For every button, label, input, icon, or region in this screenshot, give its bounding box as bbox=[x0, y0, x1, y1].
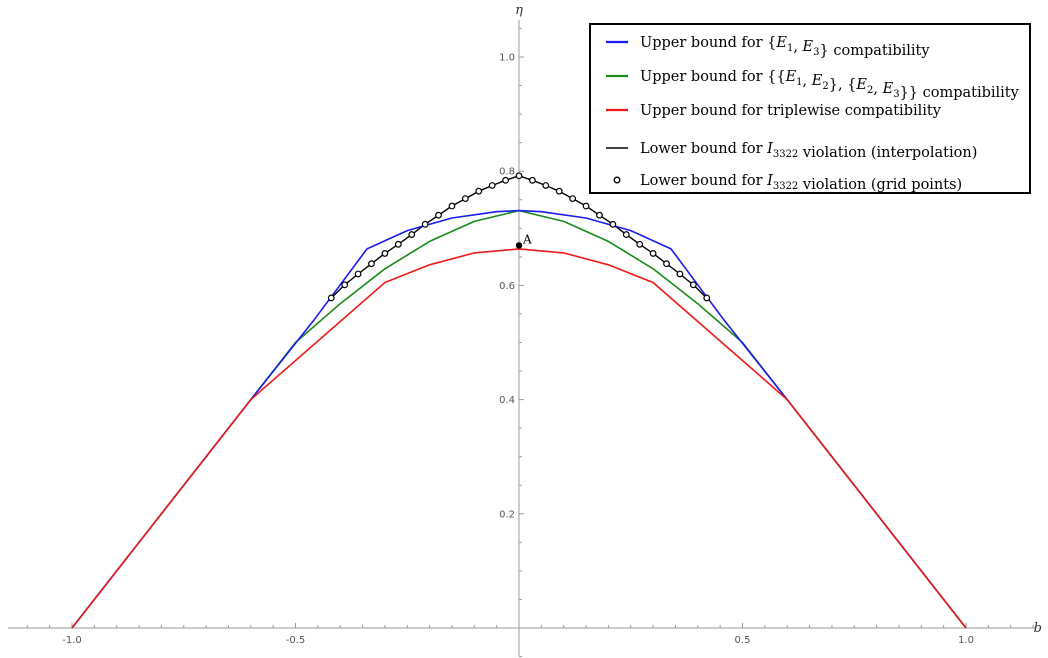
x-tick-label: -0.5 bbox=[286, 635, 306, 646]
grid-point-marker bbox=[394, 240, 402, 248]
legend-label: Upper bound for triplewise compatibility bbox=[640, 103, 942, 119]
grid-point-marker bbox=[555, 187, 563, 195]
grid-point-marker bbox=[448, 202, 456, 210]
x-tick-label: -1.0 bbox=[62, 635, 82, 646]
grid-point-marker bbox=[676, 270, 684, 278]
grid-point-marker bbox=[609, 220, 617, 228]
legend-label: Lower bound for I3322 violation (interpo… bbox=[640, 141, 977, 161]
grid-point-marker bbox=[408, 231, 416, 238]
grid-point-marker bbox=[649, 250, 657, 257]
y-axis-label: η bbox=[515, 3, 523, 18]
y-tick-label: 0.2 bbox=[499, 509, 515, 520]
grid-point-marker bbox=[703, 294, 711, 302]
legend-label: Upper bound for {E1, E3} compatibility bbox=[640, 35, 930, 59]
y-tick-label: 0.8 bbox=[499, 167, 515, 178]
legend-label: Upper bound for {{E1, E2}, {E2, E3}} com… bbox=[640, 69, 1020, 101]
grid-point-marker bbox=[569, 195, 577, 203]
y-tick-label: 0.4 bbox=[499, 395, 515, 406]
x-tick-label: 1.0 bbox=[958, 635, 974, 646]
grid-point-marker bbox=[636, 240, 644, 248]
y-tick-label: 0.6 bbox=[499, 281, 515, 292]
legend-marker bbox=[613, 176, 621, 184]
x-tick-label: 0.5 bbox=[735, 635, 751, 646]
grid-point-marker bbox=[341, 281, 349, 289]
grid-point-marker bbox=[461, 195, 469, 203]
legend-box bbox=[589, 23, 1031, 194]
grid-point-marker bbox=[582, 202, 590, 210]
grid-point-marker bbox=[622, 231, 630, 238]
legend-label: Lower bound for I3322 violation (grid po… bbox=[640, 173, 962, 193]
annotation-layer: A bbox=[515, 232, 532, 249]
annotation-point bbox=[515, 242, 523, 249]
y-tick-label: 1.0 bbox=[499, 53, 515, 64]
grid-point-marker bbox=[475, 187, 483, 195]
grid-point-marker bbox=[381, 250, 389, 257]
grid-point-marker bbox=[515, 172, 523, 180]
grid-point-marker bbox=[435, 211, 442, 219]
grid-point-marker bbox=[596, 211, 603, 219]
x-axis-label: b bbox=[1034, 621, 1042, 636]
legend: Upper bound for {E1, E3} compatibility Up… bbox=[589, 23, 1031, 194]
grid-point-marker bbox=[689, 281, 697, 289]
grid-point-marker bbox=[529, 176, 536, 184]
grid-point-marker bbox=[421, 220, 429, 228]
grid-point-marker bbox=[327, 294, 335, 302]
series-layer bbox=[71, 172, 967, 629]
grid-point-marker bbox=[368, 260, 375, 268]
grid-point-marker bbox=[488, 182, 496, 189]
grid-point-marker bbox=[542, 182, 550, 189]
axes: -1.0 -0.5 0.5 1.0 0.2 0.4 0.6 0.8 1.0 b η bbox=[8, 3, 1042, 658]
grid-point-marker bbox=[502, 176, 509, 184]
annotation-label: A bbox=[522, 232, 532, 246]
grid-point-marker bbox=[663, 260, 670, 268]
series-line-2 bbox=[71, 248, 967, 629]
grid-point-marker bbox=[354, 270, 362, 278]
